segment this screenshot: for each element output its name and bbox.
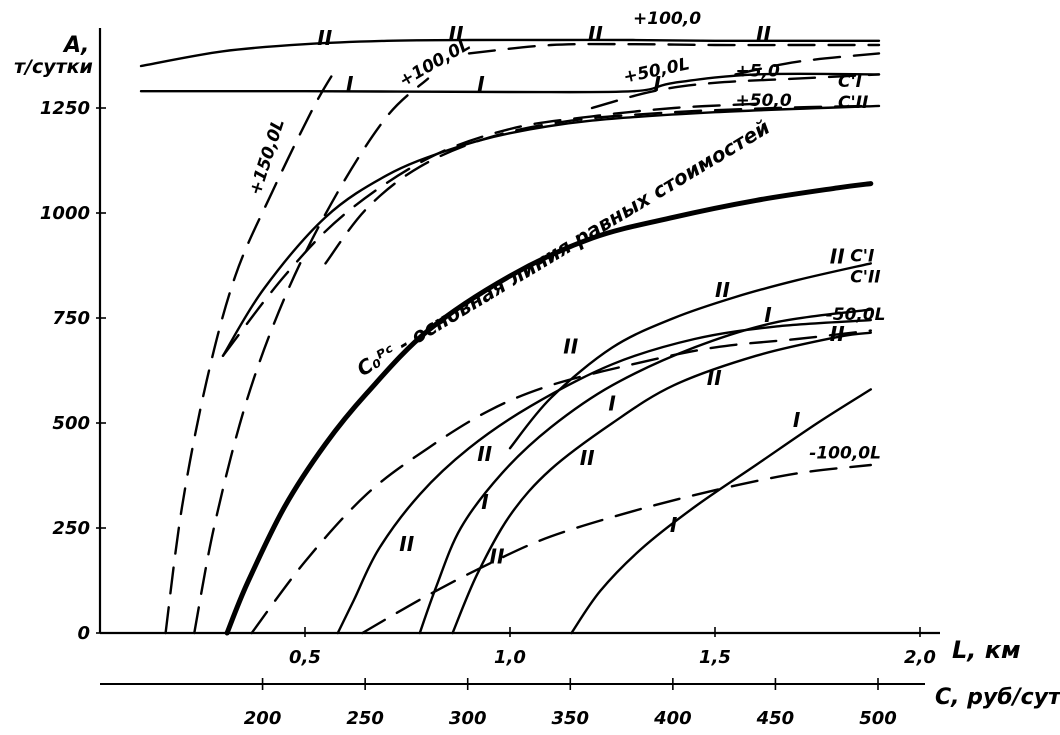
annotation-label: -100,0L: [809, 444, 881, 464]
x-axis-label: L, км: [952, 636, 1021, 664]
annotation-label: С'II: [838, 93, 868, 113]
x2-tick-label: 350: [551, 708, 589, 729]
annotation-label: +5,0: [736, 62, 781, 82]
annotation-label: +150,0L: [246, 117, 289, 198]
series-line-6: [221, 102, 758, 357]
series-line-15: [139, 72, 881, 94]
annotation-label: I: [477, 72, 485, 96]
x2-tick-label: 200: [244, 708, 282, 729]
series-line-1: [224, 181, 874, 636]
annotation-label: С'II: [850, 267, 880, 287]
series-line-14: [139, 38, 881, 68]
annotation-label: I: [654, 72, 662, 96]
series-line-4: [250, 329, 872, 635]
series-line-18: [734, 52, 881, 76]
series-line-7: [324, 104, 872, 265]
annotation-label: I: [346, 72, 354, 96]
annotation-label: II: [399, 532, 414, 556]
y-tick-label: 750: [52, 308, 90, 329]
annotation-label: I: [793, 408, 801, 432]
curve-group: [139, 38, 881, 636]
annotation-label: II: [490, 545, 505, 569]
y-axis-label-line1: А,: [62, 33, 89, 58]
x-tick-label: 0,5: [289, 647, 321, 668]
x2-tick-label: 300: [449, 708, 487, 729]
series-line-17: [590, 73, 881, 110]
annotation-label: II: [588, 22, 603, 46]
annotation-label: I: [670, 513, 678, 537]
y-axis-label-line2: т/сутки: [14, 56, 93, 78]
series-line-16: [467, 42, 881, 55]
annotation-label: С'I: [850, 246, 874, 266]
annotation-label: С'I: [838, 72, 862, 92]
annotation-label: II: [449, 22, 464, 46]
x-tick-label: 1,0: [494, 647, 526, 668]
series-line-11: [451, 331, 872, 635]
annotation-label: I: [764, 303, 772, 327]
series-line-5: [361, 463, 872, 635]
annotation-label: II: [715, 278, 730, 302]
axes: 0 250 500 750 1000 1250 0,5 1,0 1,5 2,0 200 250 300 3…: [40, 28, 940, 729]
annotation-label: -50,0L: [826, 305, 886, 325]
annotation-label: II: [317, 26, 332, 50]
annotation-label: +50,0: [736, 91, 792, 111]
x2-tick-label: 500: [859, 708, 897, 729]
y-tick-label: 500: [52, 413, 90, 434]
x2-tick-label: 250: [346, 708, 384, 729]
annotation-label: II: [756, 22, 771, 46]
series-line-2: [164, 64, 339, 635]
annotation-label: I: [608, 391, 616, 415]
series-line-3: [193, 77, 430, 635]
y-tick-label: 1000: [40, 203, 90, 224]
annotation-label: II: [707, 366, 722, 390]
y-tick-label: 250: [52, 518, 90, 539]
series-line-10: [418, 308, 872, 635]
annotation-label: II: [563, 335, 578, 359]
x-tick-label: 1,5: [699, 647, 731, 668]
x2-tick-label: 400: [653, 708, 692, 729]
x-tick-label: 2,0: [904, 647, 936, 668]
x2-tick-label: 450: [756, 708, 795, 729]
y-tick-label: 1250: [40, 98, 90, 119]
annotation-label: II: [830, 322, 845, 346]
series-line-12: [570, 388, 872, 635]
series-line-8: [221, 104, 881, 357]
annotation-label: II: [830, 244, 845, 268]
annotation-label: +100,0: [633, 9, 701, 29]
y-tick-label: 0: [77, 623, 90, 644]
x2-axis-label: С, руб/сут: [935, 685, 1060, 710]
annotation-label: II: [580, 446, 595, 470]
annotation-label: II: [477, 442, 492, 466]
series-line-13: [508, 262, 872, 450]
annotation-label: I: [481, 490, 489, 514]
